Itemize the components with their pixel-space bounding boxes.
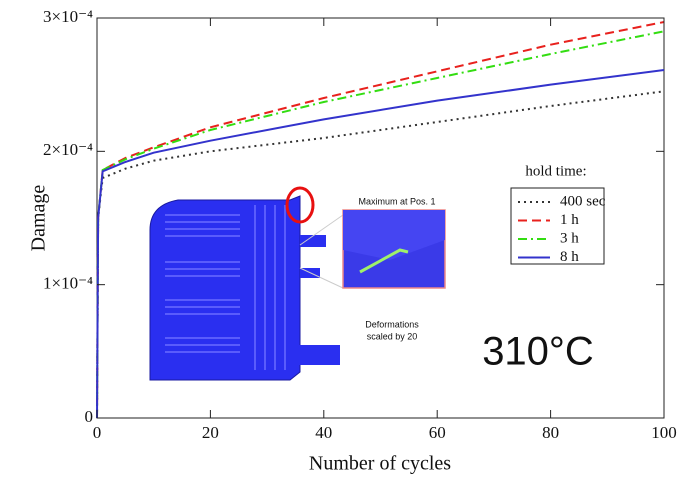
inset-image xyxy=(150,188,445,380)
x-tick-label: 80 xyxy=(542,423,559,442)
chart: Damage Number of cycles Maximum at Pos. … xyxy=(0,0,680,478)
y-axis-label: Damage xyxy=(28,185,50,252)
inset-title: Maximum at Pos. 1 xyxy=(358,196,435,206)
x-tick-label: 40 xyxy=(315,423,332,442)
inset-note: scaled by 20 xyxy=(367,331,418,341)
legend-label: 1 h xyxy=(560,212,579,228)
temperature-label: 310°C xyxy=(482,330,594,374)
x-tick-label: 20 xyxy=(202,423,219,442)
legend-label: 3 h xyxy=(560,230,579,246)
inset-note: Deformations xyxy=(365,319,419,329)
x-tick-label: 0 xyxy=(93,423,102,442)
y-tick-label: 3×10⁻⁴ xyxy=(43,7,93,26)
legend-label: 400 sec xyxy=(560,193,606,209)
y-tick-label: 2×10⁻⁴ xyxy=(43,140,93,159)
x-axis-label: Number of cycles xyxy=(309,453,451,475)
x-tick-label: 60 xyxy=(429,423,446,442)
legend-label: 8 h xyxy=(560,249,579,265)
legend-title: hold time: xyxy=(525,163,586,179)
page: Damage Number of cycles Maximum at Pos. … xyxy=(0,0,680,483)
y-tick-label: 1×10⁻⁴ xyxy=(43,274,93,293)
y-tick-label: 0 xyxy=(85,407,94,426)
x-tick-label: 100 xyxy=(651,423,677,442)
